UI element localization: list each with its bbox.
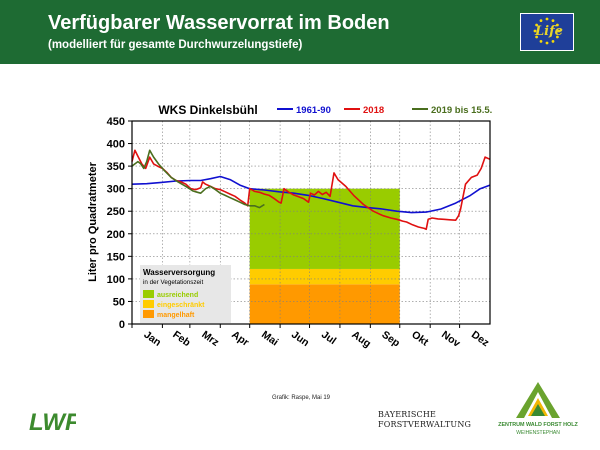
y-axis: 0 50 100 150 200 250 300 350 400 450	[107, 116, 132, 331]
x-tick-label: Apr	[229, 329, 251, 349]
chart-title: WKS Dinkelsbühl	[158, 103, 257, 117]
x-tick-label: Mrz	[199, 329, 221, 349]
y-tick-label: 350	[107, 161, 125, 173]
x-tick-label: Mai	[259, 329, 280, 349]
y-tick-label: 250	[107, 206, 125, 218]
lwf-logo: LWF	[29, 409, 76, 435]
water-chart: WKS Dinkelsbühl 1961-90 2018 2019 bis 15.5…	[87, 103, 492, 351]
x-tick-label: Jun	[289, 329, 311, 350]
supply-bands	[249, 188, 400, 324]
inset-legend-swatch	[143, 290, 154, 298]
x-tick-label: Aug	[349, 329, 373, 351]
chart-legend: 1961-90 2018 2019 bis 15.5.	[277, 105, 492, 116]
x-tick-label: Jul	[319, 329, 338, 348]
header-bar: Verfügbarer Wasservorrat im Boden (model…	[0, 0, 600, 64]
x-tick-label: Feb	[170, 329, 192, 350]
legend-label: 2019 bis 15.5.	[431, 105, 492, 116]
page-title: Verfügbarer Wasservorrat im Boden	[48, 12, 390, 34]
page-subtitle: (modelliert für gesamte Durchwurzelungst…	[48, 39, 303, 51]
y-tick-label: 300	[107, 184, 125, 196]
legend-label: 2018	[363, 105, 384, 116]
band-eingeschränkt	[249, 268, 400, 285]
lwf-logo-text: LWF	[29, 409, 76, 435]
y-axis-label: Liter pro Quadratmeter	[87, 161, 99, 282]
x-tick-label: Okt	[409, 329, 431, 349]
x-axis: Jan Feb Mrz Apr Mai Jun Jul Aug Sep Okt Nov Dez	[131, 324, 491, 351]
chart-series	[131, 149, 491, 231]
bf-logo-line2: FORSTVERWALTUNG	[378, 420, 472, 429]
plot-frame	[131, 120, 491, 325]
inset-legend-label: eingeschränkt	[157, 302, 205, 309]
y-tick-label: 100	[107, 274, 125, 286]
x-tick-label: Sep	[379, 329, 402, 350]
inset-legend-swatch	[143, 310, 154, 318]
inset-legend-title: Wasserversorgung	[143, 268, 215, 277]
band-mangelhaft	[249, 284, 400, 324]
legend-label: 1961-90	[296, 105, 331, 116]
y-tick-label: 450	[107, 116, 125, 128]
graphic-credit: Grafik: Raspe, Mai 19	[272, 395, 331, 401]
inset-legend-box	[140, 265, 231, 323]
y-tick-label: 50	[113, 296, 125, 308]
y-tick-label: 150	[107, 251, 125, 263]
x-tick-label: Nov	[439, 329, 462, 350]
y-tick-label: 400	[107, 139, 125, 151]
bavarian-forestry-logo: BAYERISCHE FORSTVERWALTUNG	[378, 410, 474, 430]
x-tick-label: Dez	[469, 329, 491, 350]
inset-legend: Wasserversorgung in der Vegetationszeit au…	[140, 265, 231, 323]
bf-logo-line1: BAYERISCHE	[378, 410, 437, 419]
eu-flag-icon: Life	[520, 13, 574, 51]
series-line-2018	[131, 149, 491, 231]
x-tick-label: Jan	[141, 329, 163, 349]
band-ausreichend	[249, 188, 400, 269]
series-line-2019 bis 15.5.	[131, 149, 265, 209]
inset-legend-label: ausreichend	[157, 292, 198, 299]
inset-legend-swatch	[143, 300, 154, 308]
y-tick-label: 0	[119, 319, 125, 331]
inset-legend-subtitle: in der Vegetationszeit	[143, 279, 203, 286]
series-line-1961-90	[131, 175, 491, 214]
zwfh-subtitle: WEIHENSTEPHAN	[516, 430, 560, 436]
zwfh-name: ZENTRUM WALD FORST HOLZ	[498, 422, 578, 428]
eu-logo-label: Life	[535, 24, 563, 39]
y-tick-label: 200	[107, 229, 125, 241]
zwfh-logo-icon	[516, 382, 560, 418]
chart-grid	[132, 121, 490, 324]
inset-legend-label: mangelhaft	[157, 312, 195, 319]
